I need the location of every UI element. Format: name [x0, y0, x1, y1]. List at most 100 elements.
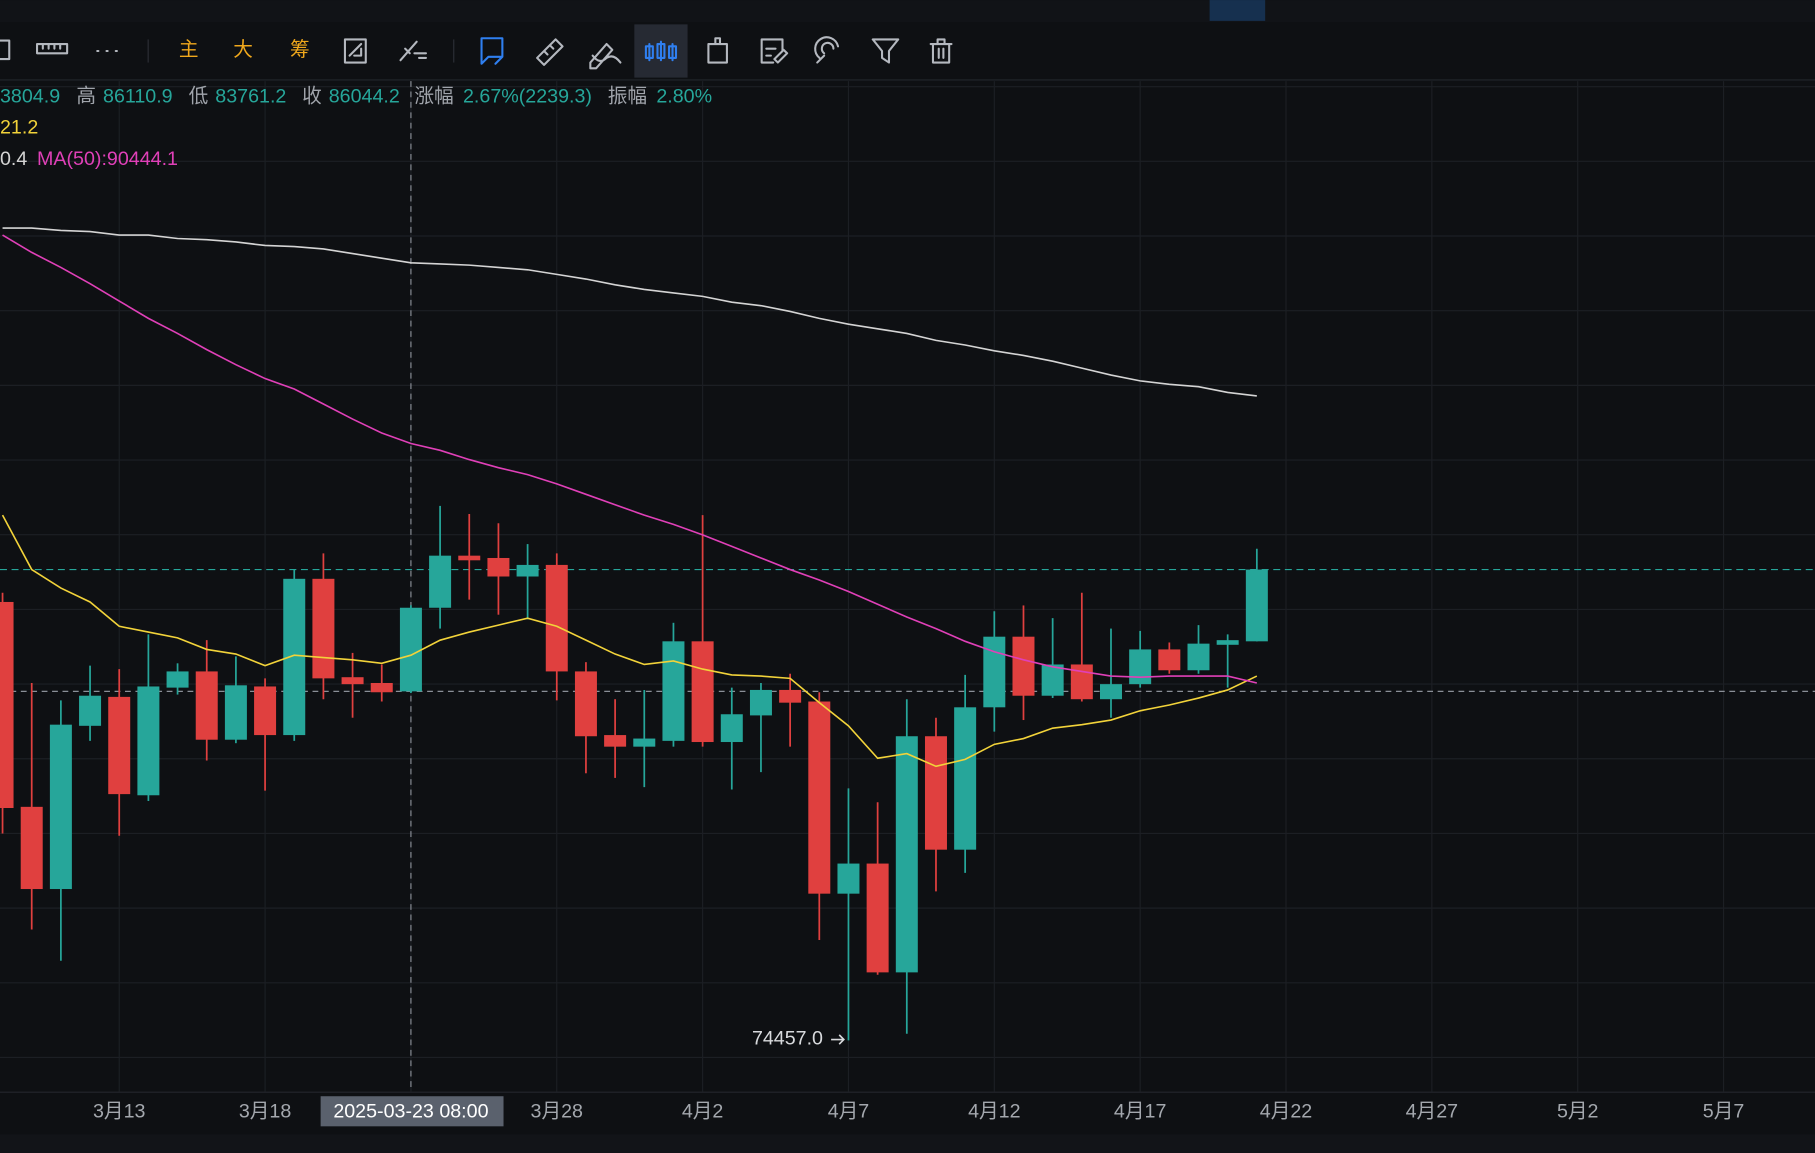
- crosshair-date-box: [320, 1096, 504, 1127]
- candle-body: [545, 564, 568, 672]
- ma-line: [2, 227, 1257, 397]
- x-tick-label: 5月7: [1703, 1101, 1745, 1123]
- candle-body: [1099, 684, 1122, 700]
- tool-icon[interactable]: [343, 38, 367, 64]
- candle-body: [1012, 636, 1035, 696]
- tool-icon[interactable]: [814, 36, 840, 64]
- candle-body: [633, 738, 656, 747]
- candle-body: [604, 735, 627, 747]
- tool-icon[interactable]: [589, 42, 622, 70]
- x-tick-label: 3月28: [531, 1101, 584, 1123]
- ohlc-info: 收: [302, 85, 322, 107]
- candle-body: [749, 689, 772, 716]
- candle-body: [808, 701, 831, 894]
- x-tick-label: 4月22: [1260, 1101, 1312, 1123]
- candle-body: [837, 863, 860, 894]
- tool-icon[interactable]: [35, 42, 69, 55]
- x-axis-line: [0, 1091, 1815, 1093]
- ohlc-info: 2.67%(2239.3): [463, 85, 592, 107]
- x-tick-label: 4月17: [1114, 1101, 1166, 1123]
- ma-line: [1, 514, 1258, 768]
- candle-body: [283, 578, 306, 736]
- candle-body: [254, 686, 277, 736]
- candle-body: [779, 689, 802, 703]
- ohlc-info: 高: [76, 85, 96, 107]
- x-tick-label: 3月13: [93, 1101, 146, 1123]
- candle-body: [137, 686, 160, 796]
- candle-body: [370, 682, 393, 693]
- candle-body: [866, 863, 889, 973]
- x-tick-label: 5月2: [1557, 1101, 1599, 1123]
- candle-body: [458, 555, 481, 561]
- candle-body: [399, 607, 422, 692]
- tool-icon[interactable]: [644, 40, 678, 62]
- candle-body: [108, 696, 131, 795]
- tool-icon[interactable]: [399, 40, 428, 62]
- candle-body: [1158, 649, 1181, 671]
- candle-body: [1041, 664, 1064, 696]
- candle-body: [983, 636, 1006, 708]
- candle-body: [516, 564, 539, 577]
- low-label: 74457.0: [752, 1027, 823, 1049]
- ohlc-info: 振幅: [608, 85, 647, 107]
- tool-icon[interactable]: [871, 38, 900, 64]
- x-tick-label: 4月12: [968, 1101, 1020, 1123]
- ohlc-info: 86044.2: [329, 85, 400, 107]
- ohlc-info: 83761.2: [215, 85, 286, 107]
- candle-body: [1129, 649, 1152, 685]
- ma-line: [2, 234, 1258, 684]
- ma-legend: MA(50):90444.1: [37, 148, 178, 170]
- candle-body: [341, 677, 364, 685]
- ohlc-info: 低: [189, 85, 209, 107]
- tool-button[interactable]: 大: [233, 39, 253, 61]
- candle-body: [0, 601, 14, 809]
- candle-body: [1187, 643, 1210, 671]
- candle-body: [487, 557, 510, 577]
- candle-body: [895, 736, 918, 973]
- candle-body: [429, 555, 452, 608]
- ma-legend: 0.4: [0, 148, 27, 170]
- period-selected[interactable]: [1209, 0, 1266, 21]
- x-tick-label: 4月27: [1406, 1101, 1458, 1123]
- ohlc-info: 3804.9: [0, 85, 60, 107]
- x-tick-label: 3月18: [239, 1101, 292, 1123]
- ohlc-info: 2.80%: [656, 85, 712, 107]
- candle-body: [662, 641, 685, 741]
- candle-body: [720, 714, 743, 743]
- candle-body: [166, 671, 189, 688]
- candle-body: [195, 671, 218, 740]
- ma-legend: 21.2: [0, 117, 38, 139]
- candle-body: [691, 641, 714, 743]
- tool-icon[interactable]: [536, 38, 564, 66]
- bottom-bar: [0, 1134, 1815, 1153]
- candle-body: [312, 578, 335, 679]
- tool-button[interactable]: 筹: [290, 39, 310, 61]
- candle-body: [1216, 640, 1239, 645]
- toolbar: [0, 24, 953, 78]
- candle-body: [924, 736, 947, 850]
- x-tick-label: 2025-03-23 08:00: [333, 1101, 488, 1123]
- candle-body: [954, 707, 977, 850]
- x-tick-label: 4月2: [682, 1101, 724, 1123]
- candle-body: [20, 806, 43, 890]
- candle-body: [79, 695, 102, 726]
- candle-body: [49, 724, 72, 890]
- period-bar: [0, 0, 1815, 23]
- candle-body: [224, 685, 247, 740]
- x-tick-label: 4月7: [828, 1101, 870, 1123]
- candle-body: [1070, 664, 1093, 700]
- tool-icon[interactable]: [760, 38, 789, 64]
- tool-button[interactable]: 主: [179, 39, 199, 61]
- candle-body: [1245, 569, 1268, 642]
- tool-icon[interactable]: [707, 37, 728, 64]
- ohlc-info: 86110.9: [103, 85, 173, 107]
- plot-area: 3月13 3月18 2025-03-23 08:00 3月28 4月2 4月7 4月12 4月…: [0, 81, 1815, 1127]
- ohlc-info: 涨幅: [414, 85, 453, 107]
- candle-body: [574, 671, 597, 737]
- tool-icon[interactable]: [0, 39, 11, 61]
- low-arrow: [831, 1034, 845, 1045]
- tool-icon[interactable]: [929, 38, 953, 64]
- tool-icon[interactable]: [480, 37, 504, 65]
